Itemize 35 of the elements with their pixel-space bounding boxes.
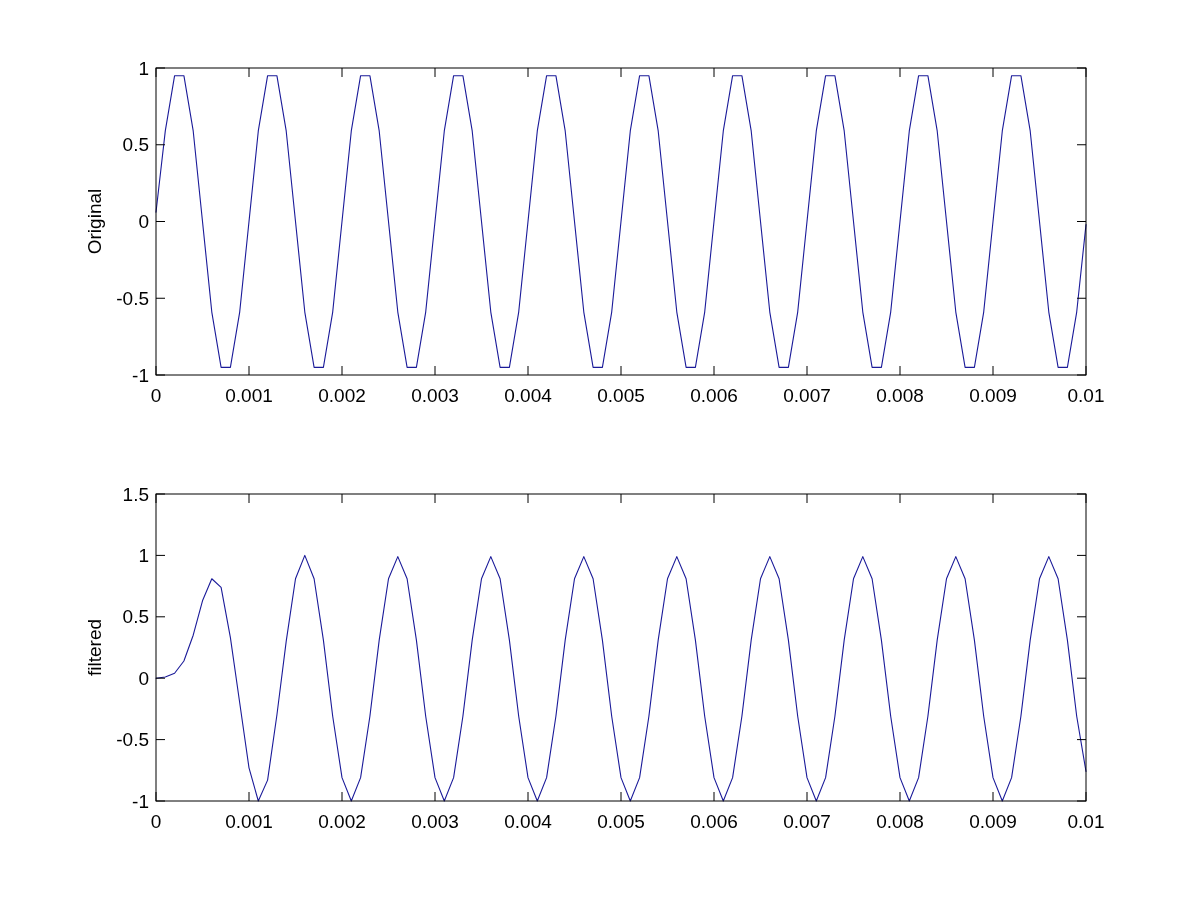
y-tick-label: 0.5 — [122, 606, 149, 628]
x-tick-label: 0.002 — [318, 385, 366, 406]
y-tick-label: 1 — [138, 57, 149, 79]
x-tick-label: 0.004 — [504, 811, 553, 832]
y-tick-label: -0.5 — [116, 287, 149, 309]
x-tick-label: 0.004 — [504, 385, 553, 406]
x-tick-label: 0.008 — [876, 385, 924, 406]
y-tick-label: 1.5 — [122, 483, 149, 505]
x-tick-label: 0.01 — [1067, 811, 1105, 832]
y-axis-title: Original — [84, 188, 105, 255]
x-tick-label: 0.005 — [597, 385, 645, 406]
x-tick-label: 0.006 — [690, 385, 738, 406]
x-tick-label: 0.009 — [969, 811, 1017, 832]
x-tick-label: 0.001 — [225, 811, 273, 832]
line-series — [155, 554, 1087, 802]
y-tick-label: 0.5 — [122, 134, 149, 156]
x-tick-label: 0.009 — [969, 385, 1017, 406]
x-tick-label: 0.005 — [597, 811, 645, 832]
x-tick-label: 0.003 — [411, 385, 459, 406]
y-tick-label: -1 — [132, 364, 149, 386]
line-series — [155, 75, 1087, 368]
y-axis-title: filtered — [84, 618, 105, 677]
x-tick-label: 0.001 — [225, 385, 273, 406]
y-tick-label: -1 — [132, 790, 149, 812]
x-tick-label: 0.007 — [783, 811, 831, 832]
x-tick-label: 0.002 — [318, 811, 366, 832]
y-tick-label: -0.5 — [116, 729, 149, 751]
x-tick-label: 0.008 — [876, 811, 924, 832]
y-tick-label: 1 — [138, 545, 149, 567]
x-tick-label: 0.01 — [1067, 385, 1105, 406]
x-tick-label: 0.006 — [690, 811, 738, 832]
y-tick-label: 0 — [138, 667, 149, 689]
x-tick-label: 0.003 — [411, 811, 459, 832]
x-tick-label: 0.007 — [783, 385, 831, 406]
y-tick-label: 0 — [138, 211, 149, 233]
